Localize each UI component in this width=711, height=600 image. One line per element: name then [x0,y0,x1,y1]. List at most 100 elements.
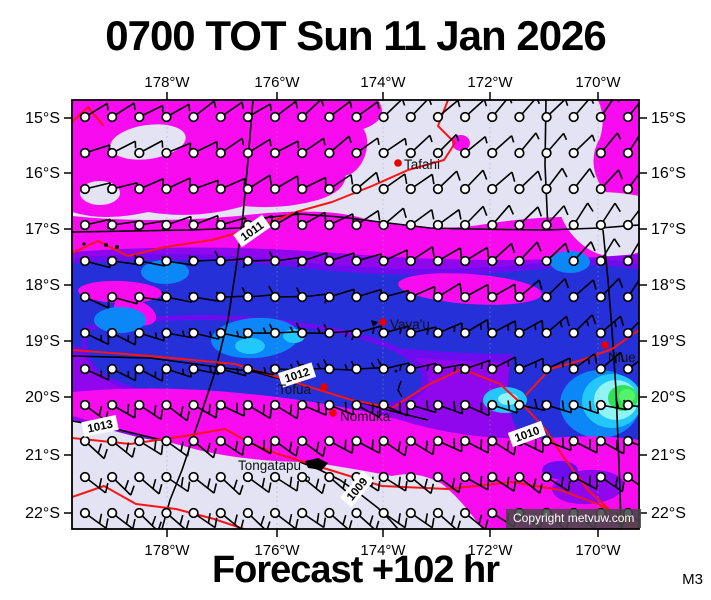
wind-barb-feather [508,204,515,215]
wind-barb-feather [614,477,619,488]
wind-barb [405,435,435,456]
wind-barb [79,102,109,123]
wind-barb-feather [322,138,326,146]
wind-station-circle [79,147,91,159]
wind-station-circle [351,363,362,375]
wind-station-circle [487,147,498,159]
wind-station-circle [378,147,389,159]
wind-station-circle [269,363,281,375]
wind-barb-feather [537,206,543,217]
wind-station-circle [215,507,226,519]
wind-station-circle [297,507,308,519]
wind-station-circle [106,147,118,159]
wind-station-circle [405,183,416,195]
wind-barb-feather [153,404,157,416]
wind-barb-feather [371,403,374,414]
wind-barb-feather [567,481,571,492]
wind-barb-feather [316,512,320,524]
wind-station-circle [541,471,552,483]
wind-barb [622,320,639,339]
wind-barb-feather [559,321,563,328]
place-label: Tongatapu [238,458,301,473]
wind-station-circle [188,291,199,303]
wind-barb-feather [296,408,300,419]
wind-station-circle [432,507,444,519]
wind-barb [106,399,137,419]
wind-station-circle [405,255,416,267]
island-mark [104,243,108,247]
lon-label-top: 172°W [467,74,513,91]
wind-station-circle [134,111,145,123]
wind-barb-feather [586,202,594,212]
wind-barb-feather [621,481,625,492]
wind-barb-feather [484,519,489,529]
wind-station-circle [297,111,308,123]
place-label: Tofua [278,382,312,397]
wind-station-circle [487,291,498,303]
wind-barb [215,101,245,123]
wind-barb-feather [269,103,272,111]
wind-station-circle [161,363,172,375]
wind-barb [514,241,542,267]
wind-barb-feather [321,483,326,494]
wind-barb-feather [507,400,511,411]
island-mark [397,380,403,398]
wind-barb-feather [506,440,510,451]
wind-barb-feather [344,401,347,412]
isobar-label-box [81,415,119,437]
wind-barb-feather [560,476,564,487]
wind-station-circle [405,507,416,519]
wind-barb-feather [240,519,245,529]
wind-barb [514,319,544,339]
wind-barb [188,214,219,231]
wind-barb-feather [533,398,538,409]
wind-barb-feather [613,357,617,364]
wind-station-circle [405,219,416,231]
wind-station-circle [459,435,471,447]
wind-barb [622,172,639,195]
wind-barb-feather [371,439,374,450]
place-marker-niue [601,341,609,349]
wind-barb-feather [213,483,218,494]
wind-station-circle [269,183,281,195]
wind-barb-feather [180,441,184,452]
rain-region [141,260,189,284]
wind-barb-feather [397,441,401,452]
wind-station-circle [242,111,254,123]
wind-station-circle [568,255,579,267]
wind-barb [188,100,217,123]
wind-barb-feather [98,513,103,524]
wind-barb-feather [186,446,191,457]
wind-station-circle [188,507,199,519]
wind-barb [79,327,110,346]
rain-region [619,389,635,403]
wind-station-circle [242,399,254,411]
wind-station-circle [595,147,606,159]
wind-station-circle [351,255,362,267]
wind-barb-feather [398,476,401,487]
wind-barb-feather [132,518,136,529]
wind-barb [405,100,433,123]
wind-barb-feather [269,139,272,147]
wind-barb [351,171,380,195]
wind-barb-feather [588,475,591,486]
wind-barb [541,242,570,267]
wind-station-circle [541,219,552,231]
wind-barb-feather [536,241,542,252]
wind-barb [297,211,327,231]
wind-station-circle [459,507,471,519]
wind-station-circle [79,219,91,231]
wind-barb-feather [399,328,402,335]
wind-barb-feather [562,133,568,141]
lat-label-right: 21°S [651,447,686,464]
wind-station-circle [432,255,444,267]
wind-barb [568,279,597,303]
wind-station-circle [595,111,606,123]
rain-region [593,100,639,200]
wind-barb-feather [268,482,272,493]
wind-barb-feather [513,481,517,492]
wind-barb-feather [561,437,565,448]
wind-barb-feather [269,443,273,454]
wind-barb [514,471,543,494]
wind-station-circle [79,255,91,267]
